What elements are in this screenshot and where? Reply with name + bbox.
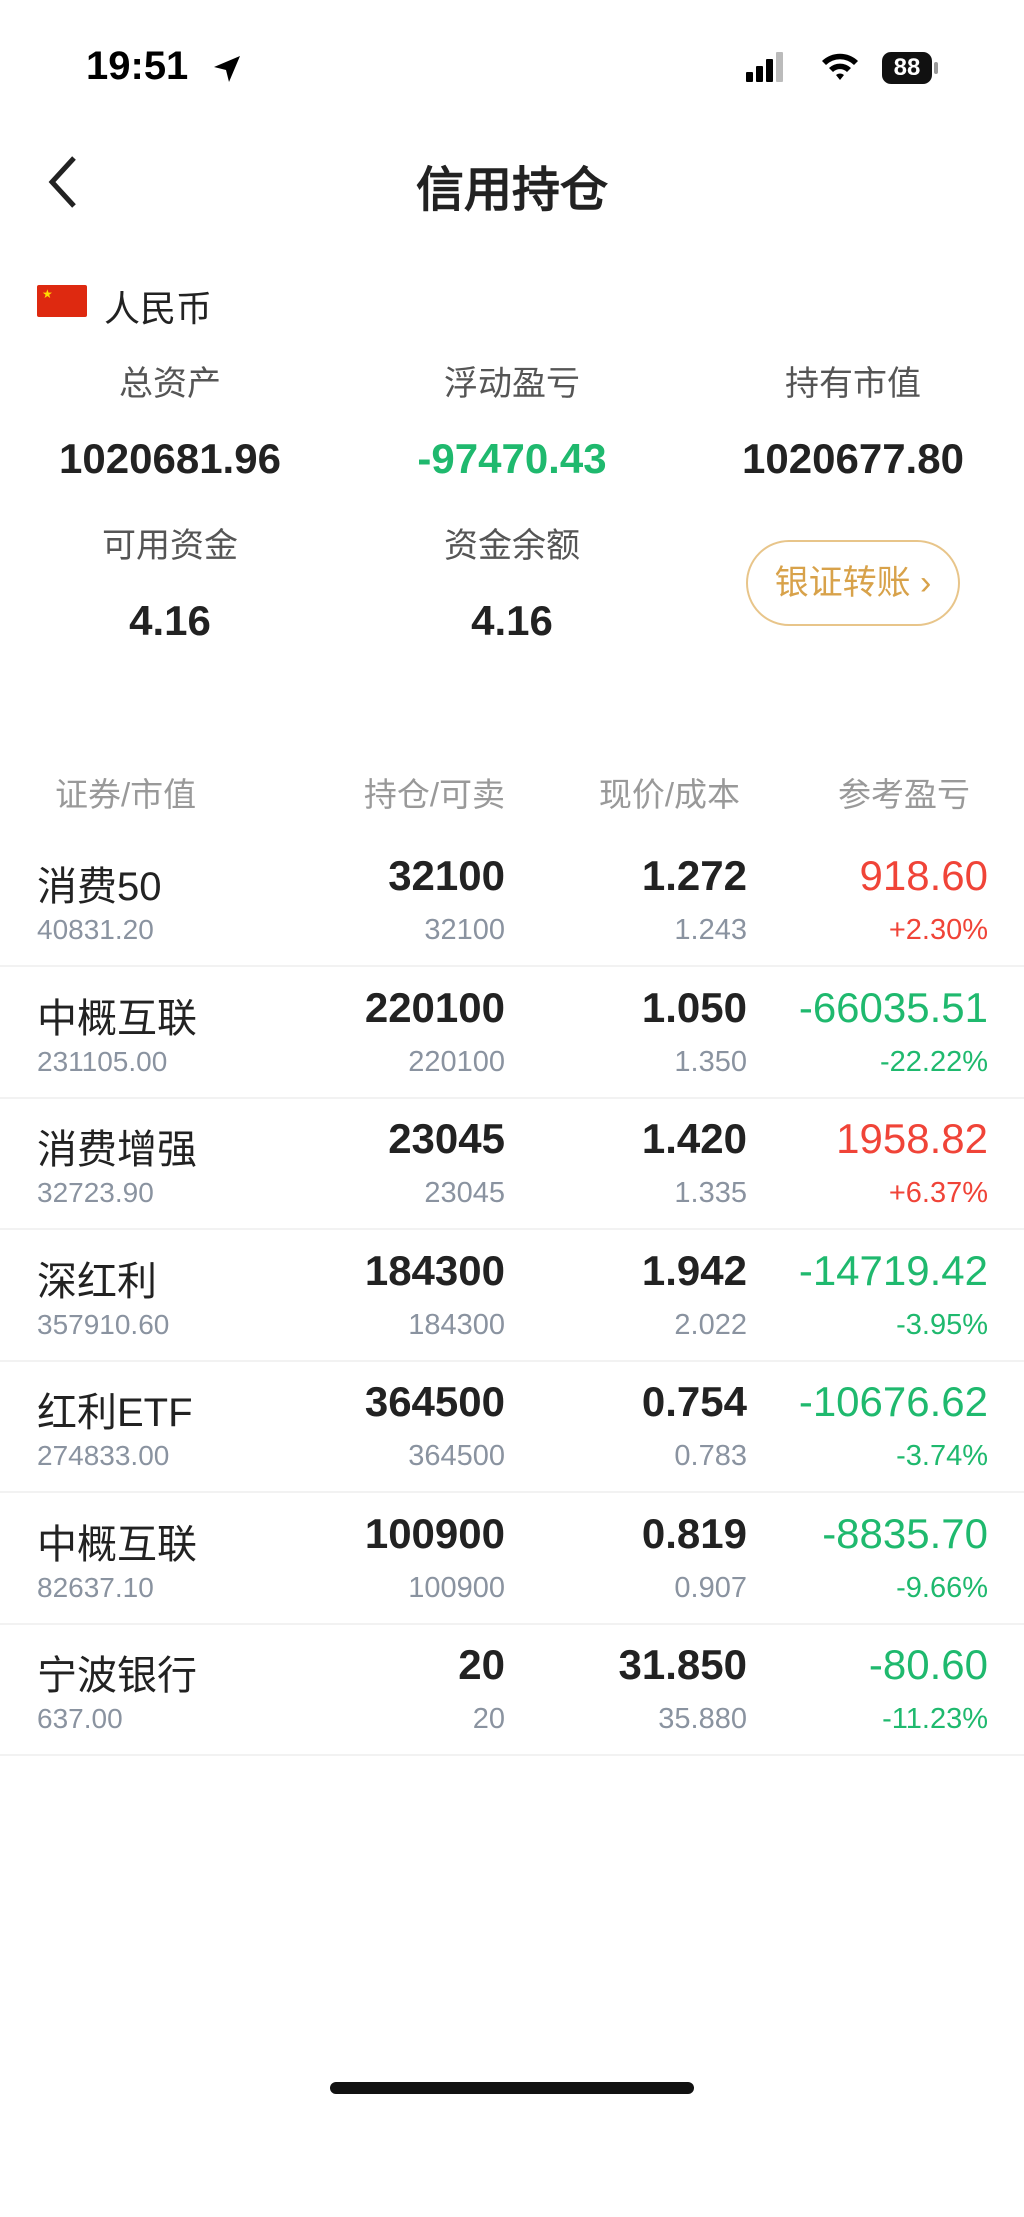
pnl-value: -66035.51: [798, 983, 988, 1031]
summary-total-assets: 总资产 1020681.96: [0, 356, 340, 483]
current-price: 1.942: [641, 1246, 747, 1294]
summary-floating-pnl: 浮动盈亏 -97470.43: [342, 356, 682, 483]
market-value: 40831.20: [37, 914, 154, 945]
header-holding: 持仓/可卖: [363, 776, 505, 813]
table-row[interactable]: 深红利 357910.60 184300 184300 1.942 2.022 …: [0, 1231, 1024, 1362]
signal-icon: [746, 52, 783, 82]
cost-price: 1.335: [674, 1177, 747, 1209]
holding: 364500: [364, 1378, 505, 1425]
market-value: 231105.00: [37, 1045, 168, 1077]
label: 可用资金: [102, 527, 238, 565]
holding: 100900: [364, 1509, 505, 1557]
sellable: 20: [472, 1703, 505, 1735]
summary-available-funds: 可用资金 4.16: [0, 518, 340, 645]
table-row[interactable]: 中概互联 82637.10 100900 100900 0.819 0.907 …: [0, 1494, 1024, 1625]
cost-price: 2.022: [674, 1308, 747, 1341]
pnl-percent: +2.30%: [888, 914, 988, 946]
table-row[interactable]: 中概互联 231105.00 220100 220100 1.050 1.350…: [0, 968, 1024, 1099]
label: 资金余额: [444, 527, 580, 565]
pnl-percent: -22.22%: [879, 1045, 988, 1078]
bank-transfer-button[interactable]: 银证转账 ›: [746, 540, 960, 626]
security-name: 深红利: [37, 1259, 157, 1304]
sellable: 23045: [424, 1177, 505, 1209]
battery-icon: 88: [882, 52, 932, 84]
header-security: 证券/市值: [55, 776, 197, 813]
home-indicator: [330, 2082, 694, 2094]
table-row[interactable]: 红利ETF 274833.00 364500 364500 0.754 0.78…: [0, 1362, 1024, 1493]
label: 总资产: [119, 365, 221, 403]
battery-tip: [934, 62, 938, 74]
value: -97470.43: [417, 435, 607, 482]
security-name: 红利ETF: [37, 1391, 193, 1435]
current-price: 0.754: [641, 1378, 747, 1425]
security-name: 宁波银行: [37, 1654, 197, 1698]
security-name: 中概互联: [37, 996, 197, 1041]
pnl-percent: +6.37%: [888, 1177, 988, 1209]
security-name: 消费50: [37, 865, 162, 909]
value: 1020681.96: [59, 435, 281, 482]
back-chevron-icon[interactable]: [44, 152, 84, 212]
current-price: 1.050: [641, 983, 747, 1031]
status-time: 19:51: [86, 44, 189, 88]
currency-label: 人民币: [104, 288, 213, 329]
security-name: 消费增强: [37, 1128, 197, 1172]
table-row[interactable]: 消费增强 32723.90 23045 23045 1.420 1.335 19…: [0, 1099, 1024, 1230]
label: 持有市值: [785, 365, 921, 403]
holding: 220100: [364, 983, 505, 1031]
market-value: 637.00: [37, 1703, 123, 1734]
holding: 184300: [364, 1246, 505, 1294]
security-name: 中概互联: [37, 1522, 197, 1567]
sellable: 32100: [424, 914, 505, 946]
pnl-value: 1958.82: [836, 1115, 988, 1162]
current-price: 0.819: [641, 1509, 747, 1557]
label: 浮动盈亏: [444, 365, 580, 403]
holding: 32100: [388, 852, 505, 899]
pnl-percent: -9.66%: [896, 1571, 988, 1604]
sellable: 184300: [408, 1308, 505, 1341]
market-value: 357910.60: [37, 1308, 170, 1340]
value: 1020677.80: [742, 435, 964, 482]
holding: 20: [458, 1641, 505, 1688]
pnl-value: -80.60: [868, 1641, 988, 1688]
pnl-value: 918.60: [859, 852, 988, 899]
wifi-icon: [822, 53, 858, 80]
summary-fund-balance: 资金余额 4.16: [342, 518, 682, 645]
current-price: 1.420: [641, 1115, 747, 1162]
current-price: 31.850: [618, 1641, 747, 1688]
market-value: 274833.00: [37, 1440, 170, 1471]
sellable: 364500: [408, 1440, 505, 1472]
pnl-percent: -11.23%: [882, 1703, 988, 1735]
pnl-value: -10676.62: [798, 1378, 988, 1425]
status-bar: 19:51 88: [0, 40, 1024, 100]
cost-price: 35.880: [658, 1703, 747, 1735]
market-value: 82637.10: [37, 1571, 154, 1603]
table-row[interactable]: 消费50 40831.20 32100 32100 1.272 1.243 91…: [0, 836, 1024, 967]
pnl-percent: -3.95%: [896, 1308, 988, 1341]
cost-price: 1.243: [674, 914, 747, 946]
market-value: 32723.90: [37, 1177, 154, 1208]
value: 4.16: [129, 597, 211, 644]
page-title: 信用持仓: [415, 164, 608, 217]
summary-market-value: 持有市值 1020677.80: [683, 356, 1023, 483]
pnl-value: -8835.70: [822, 1509, 988, 1557]
location-arrow-icon: [214, 56, 240, 82]
china-flag-icon: ★: [37, 285, 87, 317]
cost-price: 0.783: [674, 1440, 747, 1472]
header-pnl: 参考盈亏: [838, 776, 970, 813]
sellable: 100900: [408, 1571, 505, 1604]
pnl-value: -14719.42: [798, 1246, 988, 1294]
sellable: 220100: [408, 1045, 505, 1078]
table-row[interactable]: 宁波银行 637.00 20 20 31.850 35.880 -80.60 -…: [0, 1625, 1024, 1756]
pnl-percent: -3.74%: [896, 1440, 988, 1472]
header-price: 现价/成本: [598, 776, 740, 813]
current-price: 1.272: [641, 852, 747, 899]
cost-price: 0.907: [674, 1571, 747, 1604]
holding: 23045: [388, 1115, 505, 1162]
cost-price: 1.350: [674, 1045, 747, 1078]
value: 4.16: [471, 597, 553, 644]
